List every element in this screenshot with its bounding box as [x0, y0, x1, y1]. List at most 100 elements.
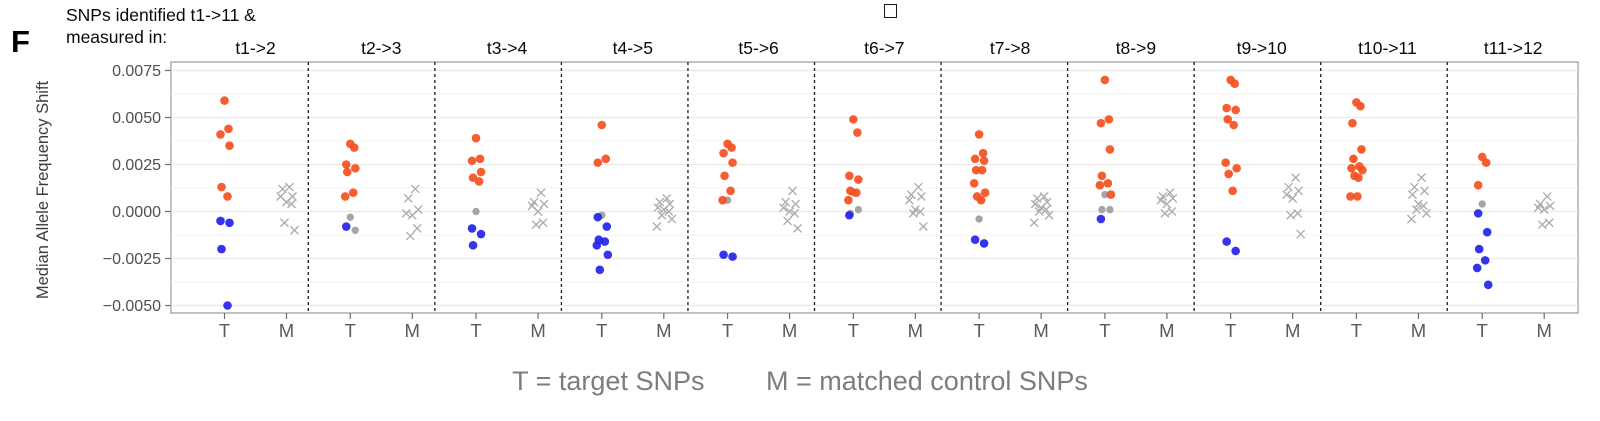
- control-snp-mark: [539, 199, 549, 209]
- target-snp-point: [1356, 101, 1365, 111]
- target-snp-point-negative: [1096, 214, 1106, 224]
- target-snp-point: [728, 158, 737, 167]
- neutral-snp-point: [854, 205, 863, 214]
- control-snp-mark: [1294, 186, 1304, 196]
- control-snp-mark: [793, 223, 803, 233]
- legend: T = target SNPs M = matched control SNPs: [0, 366, 1600, 397]
- x-group-label: M: [1285, 320, 1300, 341]
- control-snp-mark: [290, 225, 299, 235]
- target-snp-point-negative: [1483, 280, 1493, 290]
- y-tick-label: 0.0025: [112, 157, 161, 174]
- y-tick-label: −0.0025: [103, 251, 161, 268]
- x-group-label: T: [1351, 320, 1362, 341]
- x-group-label: M: [1033, 320, 1048, 341]
- control-snp-mark: [913, 182, 923, 192]
- target-snp-point: [845, 171, 854, 181]
- target-snp-point: [1100, 75, 1110, 85]
- control-snp-mark: [791, 199, 801, 209]
- target-snp-point: [720, 171, 729, 181]
- control-snp-mark: [1407, 190, 1417, 200]
- control-snp-mark: [1032, 193, 1042, 203]
- target-snp-point-negative: [602, 222, 612, 231]
- control-snp-mark: [662, 193, 672, 203]
- control-snp-mark: [1284, 182, 1294, 192]
- x-group-label: M: [782, 320, 797, 341]
- control-snp-mark: [1156, 195, 1166, 205]
- y-tick-label: 0.0050: [112, 110, 161, 127]
- target-snp-point-negative: [603, 250, 613, 260]
- control-snp-mark: [1162, 199, 1172, 209]
- x-group-label: T: [848, 320, 859, 341]
- x-group-label: M: [405, 320, 420, 341]
- target-snp-point-negative: [970, 235, 980, 244]
- facet-title: t10->11: [1358, 38, 1417, 58]
- target-snp-point: [467, 156, 477, 166]
- control-snp-mark: [401, 208, 411, 218]
- x-group-label: T: [219, 320, 230, 341]
- control-snp-mark: [285, 182, 294, 192]
- control-snp-mark: [1544, 218, 1554, 228]
- legend-control-snps: M = matched control SNPs: [765, 366, 1088, 396]
- control-snp-mark: [908, 208, 918, 218]
- target-snp-point: [1097, 171, 1107, 181]
- target-snp-point-negative: [216, 216, 225, 226]
- target-snp-point-negative: [845, 210, 854, 220]
- control-snp-mark: [1030, 199, 1040, 209]
- control-snp-mark: [280, 218, 289, 228]
- control-snp-mark: [788, 186, 798, 196]
- target-snp-point: [726, 186, 735, 196]
- target-snp-point: [727, 143, 736, 152]
- target-snp-point: [471, 133, 481, 143]
- target-snp-point-negative: [593, 212, 603, 222]
- chart-title-line1: SNPs identified t1->11 &: [66, 5, 256, 25]
- x-group-label: T: [722, 320, 733, 341]
- target-snp-point: [217, 182, 226, 192]
- target-snp-point-negative: [1482, 227, 1492, 237]
- target-snp-point: [1232, 163, 1241, 173]
- control-snp-mark: [1165, 188, 1175, 198]
- target-snp-point: [1346, 192, 1355, 201]
- target-snp-point: [718, 195, 727, 205]
- control-snp-mark: [1041, 205, 1051, 215]
- target-snp-point: [849, 115, 858, 124]
- control-snp-mark: [1293, 208, 1303, 218]
- target-snp-point-negative: [595, 265, 605, 275]
- control-snp-mark: [653, 203, 663, 213]
- control-snp-mark: [652, 222, 662, 232]
- control-snp-mark: [1411, 205, 1421, 215]
- target-snp-point: [853, 128, 862, 137]
- target-snp-point-negative: [225, 218, 234, 228]
- facet-title: t4->5: [613, 38, 653, 58]
- target-snp-point: [1473, 180, 1483, 190]
- target-snp-point-negative: [1474, 244, 1484, 254]
- target-snp-point: [474, 177, 484, 186]
- target-snp-point: [1095, 180, 1105, 190]
- control-snp-mark: [657, 210, 667, 220]
- control-snp-mark: [1296, 229, 1306, 239]
- control-snp-mark: [1039, 191, 1049, 201]
- target-snp-point: [1104, 115, 1114, 124]
- target-snp-point: [1347, 163, 1356, 173]
- target-snp-point-negative: [217, 244, 226, 254]
- target-snp-point-negative: [1473, 209, 1483, 218]
- control-snp-mark: [781, 197, 791, 207]
- target-snp-point-negative: [1480, 256, 1490, 265]
- target-snp-point-negative: [1472, 263, 1482, 273]
- y-tick-label: 0.0000: [112, 204, 161, 221]
- target-snp-point-negative: [223, 301, 232, 310]
- control-snp-mark: [282, 197, 291, 207]
- chart-title-line2: measured in:: [66, 27, 168, 47]
- control-snp-mark: [1406, 214, 1416, 224]
- target-snp-point: [852, 188, 861, 197]
- facet-title: t7->8: [990, 38, 1030, 58]
- facet-title: t9->10: [1237, 38, 1287, 58]
- control-snp-mark: [906, 190, 916, 200]
- target-snp-point: [970, 154, 980, 164]
- target-snp-point: [597, 120, 607, 130]
- target-snp-point-negative: [592, 241, 602, 250]
- control-snp-mark: [1286, 210, 1296, 220]
- control-snp-mark: [278, 184, 287, 194]
- control-snp-mark: [1044, 210, 1054, 220]
- target-snp-point: [976, 195, 986, 205]
- target-snp-point: [1224, 169, 1233, 179]
